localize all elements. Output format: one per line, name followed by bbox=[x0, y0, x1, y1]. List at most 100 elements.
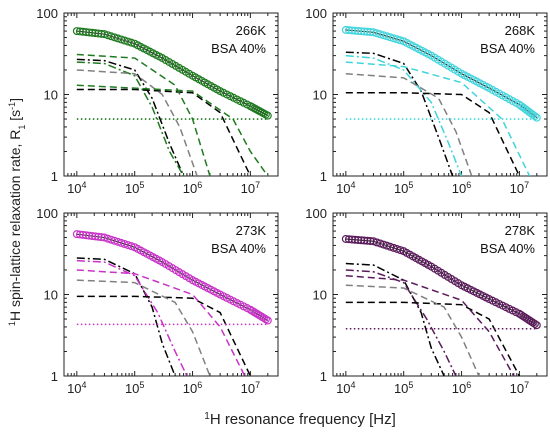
data-point bbox=[82, 28, 91, 37]
data-point bbox=[85, 28, 94, 37]
y-tick-label: 100 bbox=[36, 206, 58, 221]
data-point bbox=[263, 111, 272, 120]
x-tick-label: 107 bbox=[510, 380, 529, 396]
plot-area bbox=[72, 27, 272, 176]
y-tick-label: 1 bbox=[51, 169, 58, 184]
component-curve-3 bbox=[76, 88, 252, 176]
data-point bbox=[82, 231, 91, 240]
data-point bbox=[246, 305, 255, 314]
data-point bbox=[530, 319, 539, 328]
data-point bbox=[341, 25, 350, 34]
data-point bbox=[530, 112, 539, 121]
data-point bbox=[88, 232, 97, 241]
data-point bbox=[354, 26, 363, 35]
x-tick-label: 106 bbox=[183, 380, 202, 396]
data-point bbox=[363, 236, 372, 245]
x-axis-title-main: H resonance frequency [Hz] bbox=[210, 411, 396, 428]
panel-sample-label: BSA 40% bbox=[211, 241, 266, 256]
data-point bbox=[351, 26, 360, 35]
x-tick-label: 106 bbox=[183, 180, 202, 196]
data-point bbox=[360, 236, 369, 245]
data-point bbox=[351, 235, 360, 244]
panel-sample-label: BSA 40% bbox=[480, 41, 535, 56]
component-curve-4 bbox=[76, 279, 211, 376]
component-curve-5 bbox=[76, 269, 246, 376]
data-point bbox=[357, 27, 366, 36]
panel-2: 104 105 106 107 1 10 100 268K BSA 40% bbox=[305, 6, 548, 196]
y-tick-label: 100 bbox=[305, 206, 327, 221]
y-axis-title-sub: 1 bbox=[17, 125, 27, 130]
x-tick-label: 106 bbox=[452, 380, 471, 396]
component-curve-5 bbox=[76, 69, 198, 176]
panel-1: 104 105 106 107 1 10 100 266K BSA 40% bbox=[36, 6, 279, 196]
data-point bbox=[258, 312, 267, 321]
component-curve-2 bbox=[345, 54, 463, 176]
data-point bbox=[88, 28, 97, 37]
y-tick-label: 10 bbox=[313, 288, 327, 303]
x-tick-label: 107 bbox=[241, 380, 260, 396]
y-tick-label: 1 bbox=[320, 369, 327, 384]
data-point bbox=[532, 113, 541, 122]
x-tick-label: 107 bbox=[510, 180, 529, 196]
y-axis-title-main: H spin-lattice relaxation rate, R bbox=[7, 130, 23, 321]
data-point bbox=[396, 246, 405, 255]
y-axis-title: 1H spin-lattice relaxation rate, R1 [s-1… bbox=[7, 98, 27, 326]
x-axis-title: 1H resonance frequency [Hz] bbox=[204, 411, 396, 429]
data-point bbox=[72, 230, 81, 239]
data-point bbox=[344, 235, 353, 244]
component-curve-1 bbox=[345, 262, 445, 376]
component-curve-2 bbox=[345, 269, 457, 376]
y-tick-label: 1 bbox=[51, 369, 58, 384]
y-axis-title-unit-close: ] bbox=[7, 98, 23, 102]
data-point bbox=[248, 306, 257, 315]
data-point bbox=[344, 26, 353, 35]
y-axis-title-unit-sup: -1 bbox=[7, 102, 17, 110]
panel-temperature-label: 278K bbox=[505, 223, 536, 238]
component-curve-4 bbox=[76, 53, 211, 176]
panel-3: 104 105 106 107 1 10 100 273K BSA 40% bbox=[36, 206, 279, 396]
data-point bbox=[347, 235, 356, 244]
x-tick-label: 104 bbox=[67, 380, 86, 396]
component-curve-1 bbox=[345, 51, 454, 176]
data-point bbox=[357, 236, 366, 245]
y-tick-label: 1 bbox=[320, 169, 327, 184]
y-tick-label: 10 bbox=[44, 88, 58, 103]
data-point bbox=[94, 29, 103, 38]
panel-4: 104 105 106 107 1 10 100 278K BSA 40% bbox=[305, 206, 548, 396]
data-point bbox=[127, 38, 136, 47]
data-point bbox=[91, 29, 100, 38]
x-tick-label: 104 bbox=[336, 380, 355, 396]
x-tick-label: 104 bbox=[67, 180, 86, 196]
x-tick-label: 107 bbox=[241, 180, 260, 196]
component-curve-4 bbox=[345, 284, 480, 376]
panel-temperature-label: 273K bbox=[236, 223, 267, 238]
x-tick-label: 106 bbox=[452, 180, 471, 196]
fit-curve bbox=[345, 238, 538, 326]
data-point bbox=[91, 232, 100, 241]
data-point bbox=[256, 311, 265, 320]
component-curve-3 bbox=[76, 295, 252, 376]
component-curve-3 bbox=[345, 92, 521, 176]
panel-sample-label: BSA 40% bbox=[211, 41, 266, 56]
y-tick-label: 10 bbox=[313, 88, 327, 103]
x-tick-label: 104 bbox=[336, 180, 355, 196]
plot-area bbox=[341, 25, 541, 176]
component-curve-2 bbox=[76, 61, 185, 176]
data-point bbox=[347, 26, 356, 35]
data-point bbox=[72, 27, 81, 36]
component-curve-4 bbox=[345, 72, 473, 176]
data-point bbox=[360, 27, 369, 36]
panel-temperature-label: 268K bbox=[505, 23, 536, 38]
data-point bbox=[75, 230, 84, 239]
y-tick-label: 100 bbox=[36, 6, 58, 21]
y-tick-label: 100 bbox=[305, 6, 327, 21]
data-point bbox=[78, 230, 87, 239]
component-curve-1 bbox=[76, 257, 176, 376]
data-point bbox=[250, 308, 259, 317]
component-curve-3 bbox=[345, 301, 521, 376]
panel-temperature-label: 266K bbox=[236, 23, 267, 38]
x-axis-title-sup: 1 bbox=[204, 411, 210, 422]
data-point bbox=[532, 321, 541, 330]
